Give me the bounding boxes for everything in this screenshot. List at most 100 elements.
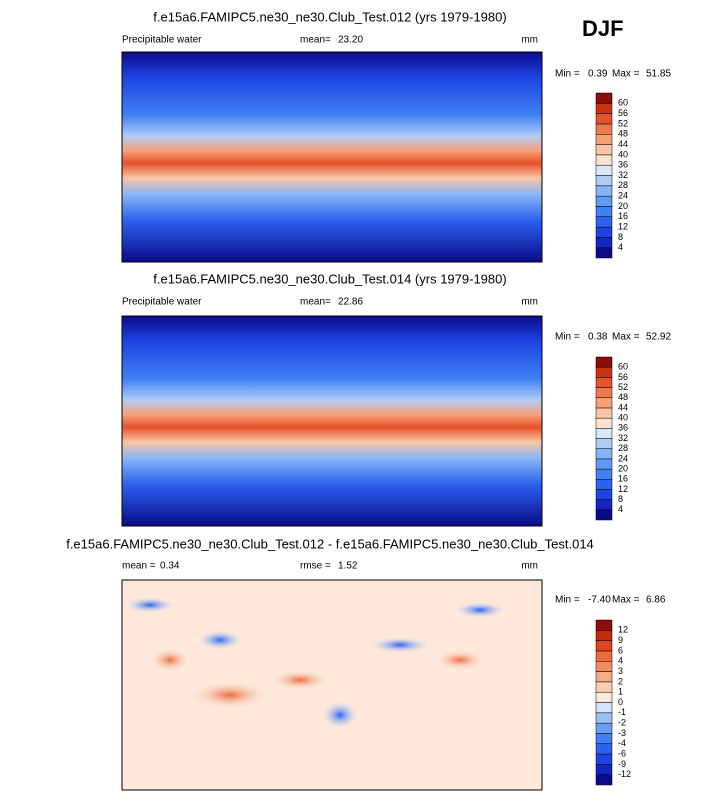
colorbar-label: 20 bbox=[618, 201, 628, 211]
max-value: 52.92 bbox=[646, 332, 671, 343]
colorbar-label: 28 bbox=[618, 180, 628, 190]
colorbar-box bbox=[595, 154, 613, 166]
colorbar-box bbox=[595, 691, 613, 703]
colorbar-label: 9 bbox=[618, 635, 623, 645]
colorbar-box bbox=[595, 499, 613, 511]
units-label: mm bbox=[521, 297, 538, 308]
colorbar-box bbox=[595, 247, 613, 259]
map-anomaly bbox=[125, 597, 175, 613]
colorbar-label: 4 bbox=[618, 656, 623, 666]
colorbar-label: 24 bbox=[618, 453, 628, 463]
map-anomaly bbox=[270, 670, 330, 690]
colorbar-box bbox=[595, 356, 613, 368]
stat-value: 1.52 bbox=[338, 561, 358, 572]
map-anomaly bbox=[322, 701, 358, 729]
colorbar-box bbox=[595, 764, 613, 775]
variable-label: Precipitable water bbox=[122, 35, 202, 46]
colorbar-label: 32 bbox=[618, 433, 628, 443]
colorbar-box bbox=[595, 489, 613, 500]
colorbar-label: 16 bbox=[618, 474, 628, 484]
map-frame bbox=[121, 315, 543, 527]
map-field bbox=[122, 316, 542, 526]
colorbar-label: 12 bbox=[618, 221, 628, 231]
colorbar-label: 16 bbox=[618, 211, 628, 221]
colorbar-box bbox=[595, 237, 613, 248]
colorbar-box bbox=[595, 195, 613, 207]
colorbar-box bbox=[595, 468, 613, 480]
colorbar-box bbox=[595, 123, 613, 135]
colorbar-box bbox=[595, 712, 613, 724]
colorbar-label: 40 bbox=[618, 149, 628, 159]
stat-label: rmse = bbox=[300, 561, 331, 572]
colorbar-box bbox=[595, 743, 613, 755]
colorbar-box bbox=[595, 702, 613, 714]
map-anomaly bbox=[370, 637, 430, 653]
colorbar-box bbox=[595, 722, 613, 734]
max-label: Max = bbox=[612, 69, 640, 80]
panel-title: f.e15a6.FAMIPC5.ne30_ne30.Club_Test.012 … bbox=[153, 9, 506, 24]
colorbar-box bbox=[595, 113, 613, 125]
min-value: 0.38 bbox=[588, 332, 608, 343]
map-anomaly bbox=[150, 648, 190, 672]
colorbar-box bbox=[595, 448, 613, 460]
colorbar-box bbox=[595, 92, 613, 104]
colorbar-label: -1 bbox=[618, 707, 626, 717]
colorbar-label: 0 bbox=[618, 697, 623, 707]
units-label: mm bbox=[521, 35, 538, 46]
colorbar-box bbox=[595, 753, 613, 765]
colorbar-label: 44 bbox=[618, 139, 628, 149]
colorbar-label: 44 bbox=[618, 402, 628, 412]
colorbar-label: 6 bbox=[618, 645, 623, 655]
colorbar-label: 52 bbox=[618, 118, 628, 128]
colorbar-label: 56 bbox=[618, 372, 628, 382]
colorbar-label: 2 bbox=[618, 676, 623, 686]
max-value: 51.85 bbox=[646, 69, 671, 80]
colorbar-label: 36 bbox=[618, 423, 628, 433]
colorbar-label: 12 bbox=[618, 625, 628, 635]
colorbar-box bbox=[595, 366, 613, 378]
colorbar-box bbox=[595, 650, 613, 662]
colorbar-label: -6 bbox=[618, 748, 626, 758]
colorbar-box bbox=[595, 733, 613, 744]
colorbar-label: 32 bbox=[618, 170, 628, 180]
min-label: Min = bbox=[555, 332, 580, 343]
min-label: Min = bbox=[555, 595, 580, 606]
colorbar-label: 20 bbox=[618, 463, 628, 473]
colorbar-label: 12 bbox=[618, 484, 628, 494]
colorbar-box bbox=[595, 185, 613, 197]
colorbar-label: 24 bbox=[618, 191, 628, 201]
colorbar-box bbox=[595, 226, 613, 238]
colorbar-box bbox=[595, 630, 613, 641]
colorbar-box bbox=[595, 144, 613, 156]
colorbar-label: -12 bbox=[618, 769, 631, 779]
colorbar-box bbox=[595, 397, 613, 409]
colorbar-label: -9 bbox=[618, 759, 626, 769]
season-label: DJF bbox=[582, 16, 624, 41]
colorbar-box bbox=[595, 774, 613, 786]
colorbar-box bbox=[595, 175, 613, 187]
colorbar-label: 60 bbox=[618, 98, 628, 108]
min-value: -7.40 bbox=[588, 595, 611, 606]
max-label: Max = bbox=[612, 595, 640, 606]
colorbar-label: 8 bbox=[618, 494, 623, 504]
colorbar-label: 28 bbox=[618, 443, 628, 453]
min-value: 0.39 bbox=[588, 69, 608, 80]
colorbar-box bbox=[595, 387, 613, 398]
colorbar-box bbox=[595, 509, 613, 521]
colorbar-box bbox=[595, 619, 613, 631]
stat-label: mean = bbox=[122, 561, 156, 572]
stat-label: mean= bbox=[300, 35, 331, 46]
colorbar-label: 8 bbox=[618, 232, 623, 242]
colorbar-label: 48 bbox=[618, 392, 628, 402]
colorbar-box bbox=[595, 661, 613, 672]
colorbar-label: 1 bbox=[618, 687, 623, 697]
colorbar-label: 36 bbox=[618, 160, 628, 170]
colorbar-box bbox=[595, 206, 613, 217]
colorbar-box bbox=[595, 134, 613, 145]
colorbar-box bbox=[595, 216, 613, 228]
max-value: 6.86 bbox=[646, 595, 666, 606]
stat-value: 22.86 bbox=[338, 297, 363, 308]
colorbar-label: 52 bbox=[618, 382, 628, 392]
colorbar-label: -2 bbox=[618, 718, 626, 728]
